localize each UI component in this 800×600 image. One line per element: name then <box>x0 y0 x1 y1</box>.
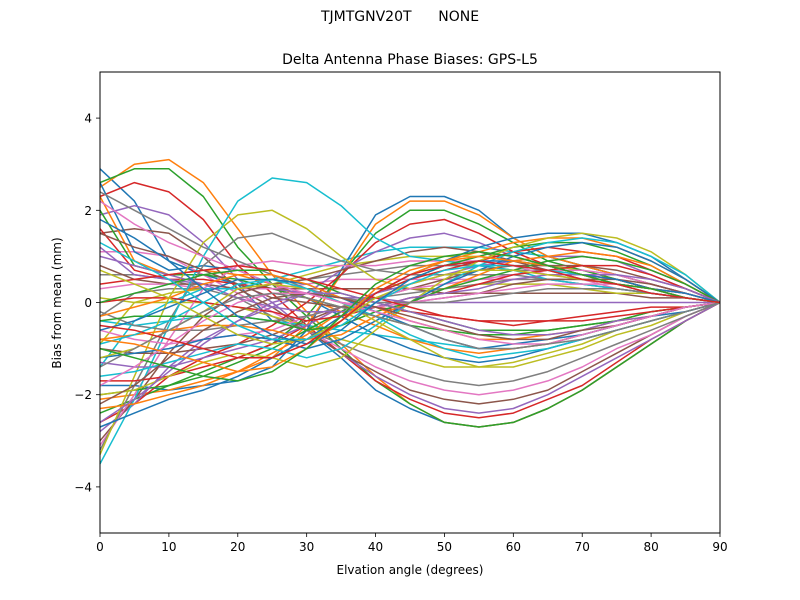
series-line-58 <box>99 292 721 368</box>
x-tick-label: 30 <box>299 540 314 554</box>
y-tick-label: 2 <box>84 204 92 218</box>
series-line-3 <box>99 168 721 428</box>
x-axis-label: Elvation angle (degrees) <box>337 563 484 577</box>
x-axis: 0 10 20 30 40 50 60 70 80 90 <box>96 533 728 554</box>
y-tick-label: 4 <box>84 112 92 126</box>
series-line-61 <box>99 218 721 345</box>
y-tick-label: 0 <box>84 296 92 310</box>
x-tick-label: 40 <box>368 540 383 554</box>
series-line-55 <box>99 292 721 424</box>
y-axis-label: Bias from mean (mm) <box>50 237 64 368</box>
chart-title: Delta Antenna Phase Biases: GPS-L5 <box>282 52 538 68</box>
x-tick-label: 90 <box>712 540 727 554</box>
x-tick-label: 50 <box>437 540 452 554</box>
series-line-57 <box>99 292 721 387</box>
x-tick-label: 10 <box>161 540 176 554</box>
x-tick-label: 80 <box>643 540 658 554</box>
series-line-4 <box>99 181 721 419</box>
series-line-47 <box>99 200 721 308</box>
x-tick-label: 70 <box>575 540 590 554</box>
x-tick-label: 60 <box>506 540 521 554</box>
series-line-54 <box>99 264 721 327</box>
y-axis: −4 −2 0 2 4 <box>74 112 100 494</box>
series-line-5 <box>99 204 721 414</box>
x-tick-label: 20 <box>230 540 245 554</box>
x-tick-label: 0 <box>96 540 104 554</box>
series-layer <box>99 158 721 465</box>
y-tick-label: −4 <box>74 480 92 494</box>
y-tick-label: −2 <box>74 388 92 402</box>
series-line-64 <box>99 260 721 359</box>
figure-suptitle: TJMTGNV20T NONE <box>320 9 480 25</box>
series-line-48 <box>99 191 721 304</box>
